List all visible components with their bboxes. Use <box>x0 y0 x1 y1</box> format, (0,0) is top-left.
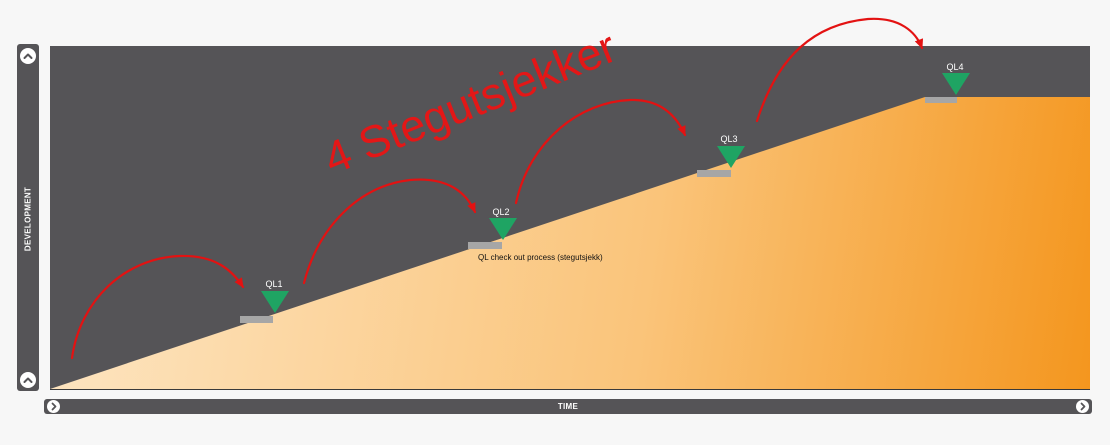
ql1-gate-marker <box>261 291 289 313</box>
ql4-gate-marker <box>942 73 970 95</box>
chevron-right-icon <box>51 402 57 411</box>
ql4-step <box>925 97 957 103</box>
x-scroll-right-button[interactable] <box>1076 400 1089 413</box>
x-axis-label: TIME <box>557 402 579 411</box>
ql1-step <box>240 316 273 323</box>
x-axis-scrollbar[interactable]: TIME <box>44 399 1092 414</box>
ql2-gate-marker <box>489 218 517 240</box>
chevron-up-icon <box>23 377 33 383</box>
ql3-gate-marker <box>717 146 745 168</box>
ql2-label: QL2 <box>492 207 509 217</box>
arrow-to-ql4 <box>755 17 924 123</box>
chevron-right-icon <box>1080 402 1086 411</box>
arrow-to-ql1 <box>70 254 245 360</box>
ql4-label: QL4 <box>946 62 963 72</box>
x-scroll-left-button[interactable] <box>47 400 60 413</box>
ql2-step <box>468 242 502 249</box>
arrow-to-ql3 <box>514 98 687 205</box>
y-scroll-top-button[interactable] <box>20 48 36 64</box>
ql3-step <box>697 170 731 177</box>
development-ramp <box>50 97 1090 389</box>
ql-checkout-note: QL check out process (stegutsjekk) <box>478 253 603 262</box>
y-axis-scrollbar[interactable]: DEVELOPMENT <box>17 44 39 391</box>
ql1-label: QL1 <box>265 279 282 289</box>
ql3-label: QL3 <box>720 134 737 144</box>
chevron-up-icon <box>23 53 33 59</box>
arrow-to-ql2 <box>302 178 477 285</box>
y-scroll-bottom-button[interactable] <box>20 372 36 388</box>
